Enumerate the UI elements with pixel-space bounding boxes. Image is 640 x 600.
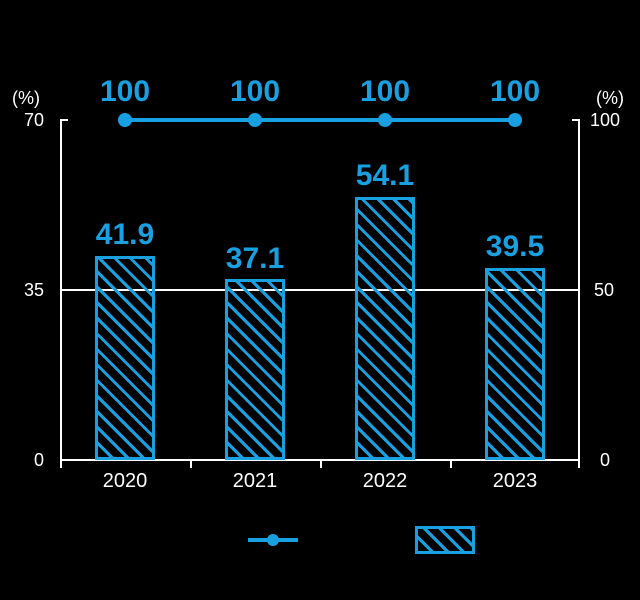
bar-value-2022: 54.1 [356,159,414,193]
xtick-sep-1 [190,460,192,468]
line-value-2021: 100 [230,75,280,109]
bar-value-2023: 39.5 [486,230,544,264]
legend-box-icon [415,526,475,554]
tick-top-right [572,119,580,121]
xlabel-2023: 2023 [493,470,538,493]
bar-2020 [95,256,155,460]
xtick-sep-3 [450,460,452,468]
ytick-left-70: 70 [24,110,44,131]
unit-right: (%) [596,88,624,109]
line-dot-2021 [248,113,262,127]
xtick-sep-4 [578,460,580,468]
xlabel-2022: 2022 [363,470,408,493]
bar-2023 [485,268,545,460]
line-value-2020: 100 [100,75,150,109]
bar-2022 [355,197,415,460]
line-dot-2020 [118,113,132,127]
ytick-left-35: 35 [24,280,44,301]
bar-value-2021: 37.1 [226,242,284,276]
bar-2021 [225,279,285,460]
ytick-right-50: 50 [594,280,614,301]
xlabel-2021: 2021 [233,470,278,493]
line-value-2022: 100 [360,75,410,109]
chart-stage: (%) (%) 70 35 0 100 50 0 100 100 100 100… [0,0,640,600]
line-dot-2023 [508,113,522,127]
unit-left: (%) [12,88,40,109]
bar-value-2020: 41.9 [96,218,154,252]
line-dot-2022 [378,113,392,127]
legend-dot-icon [267,534,279,546]
xtick-sep-2 [320,460,322,468]
tick-top-left [60,119,68,121]
xlabel-2020: 2020 [103,470,148,493]
ytick-right-0: 0 [600,450,610,471]
line-value-2023: 100 [490,75,540,109]
ytick-left-0: 0 [34,450,44,471]
ytick-right-100: 100 [590,110,620,131]
xtick-sep-0 [60,460,62,468]
line-segment [125,118,515,122]
